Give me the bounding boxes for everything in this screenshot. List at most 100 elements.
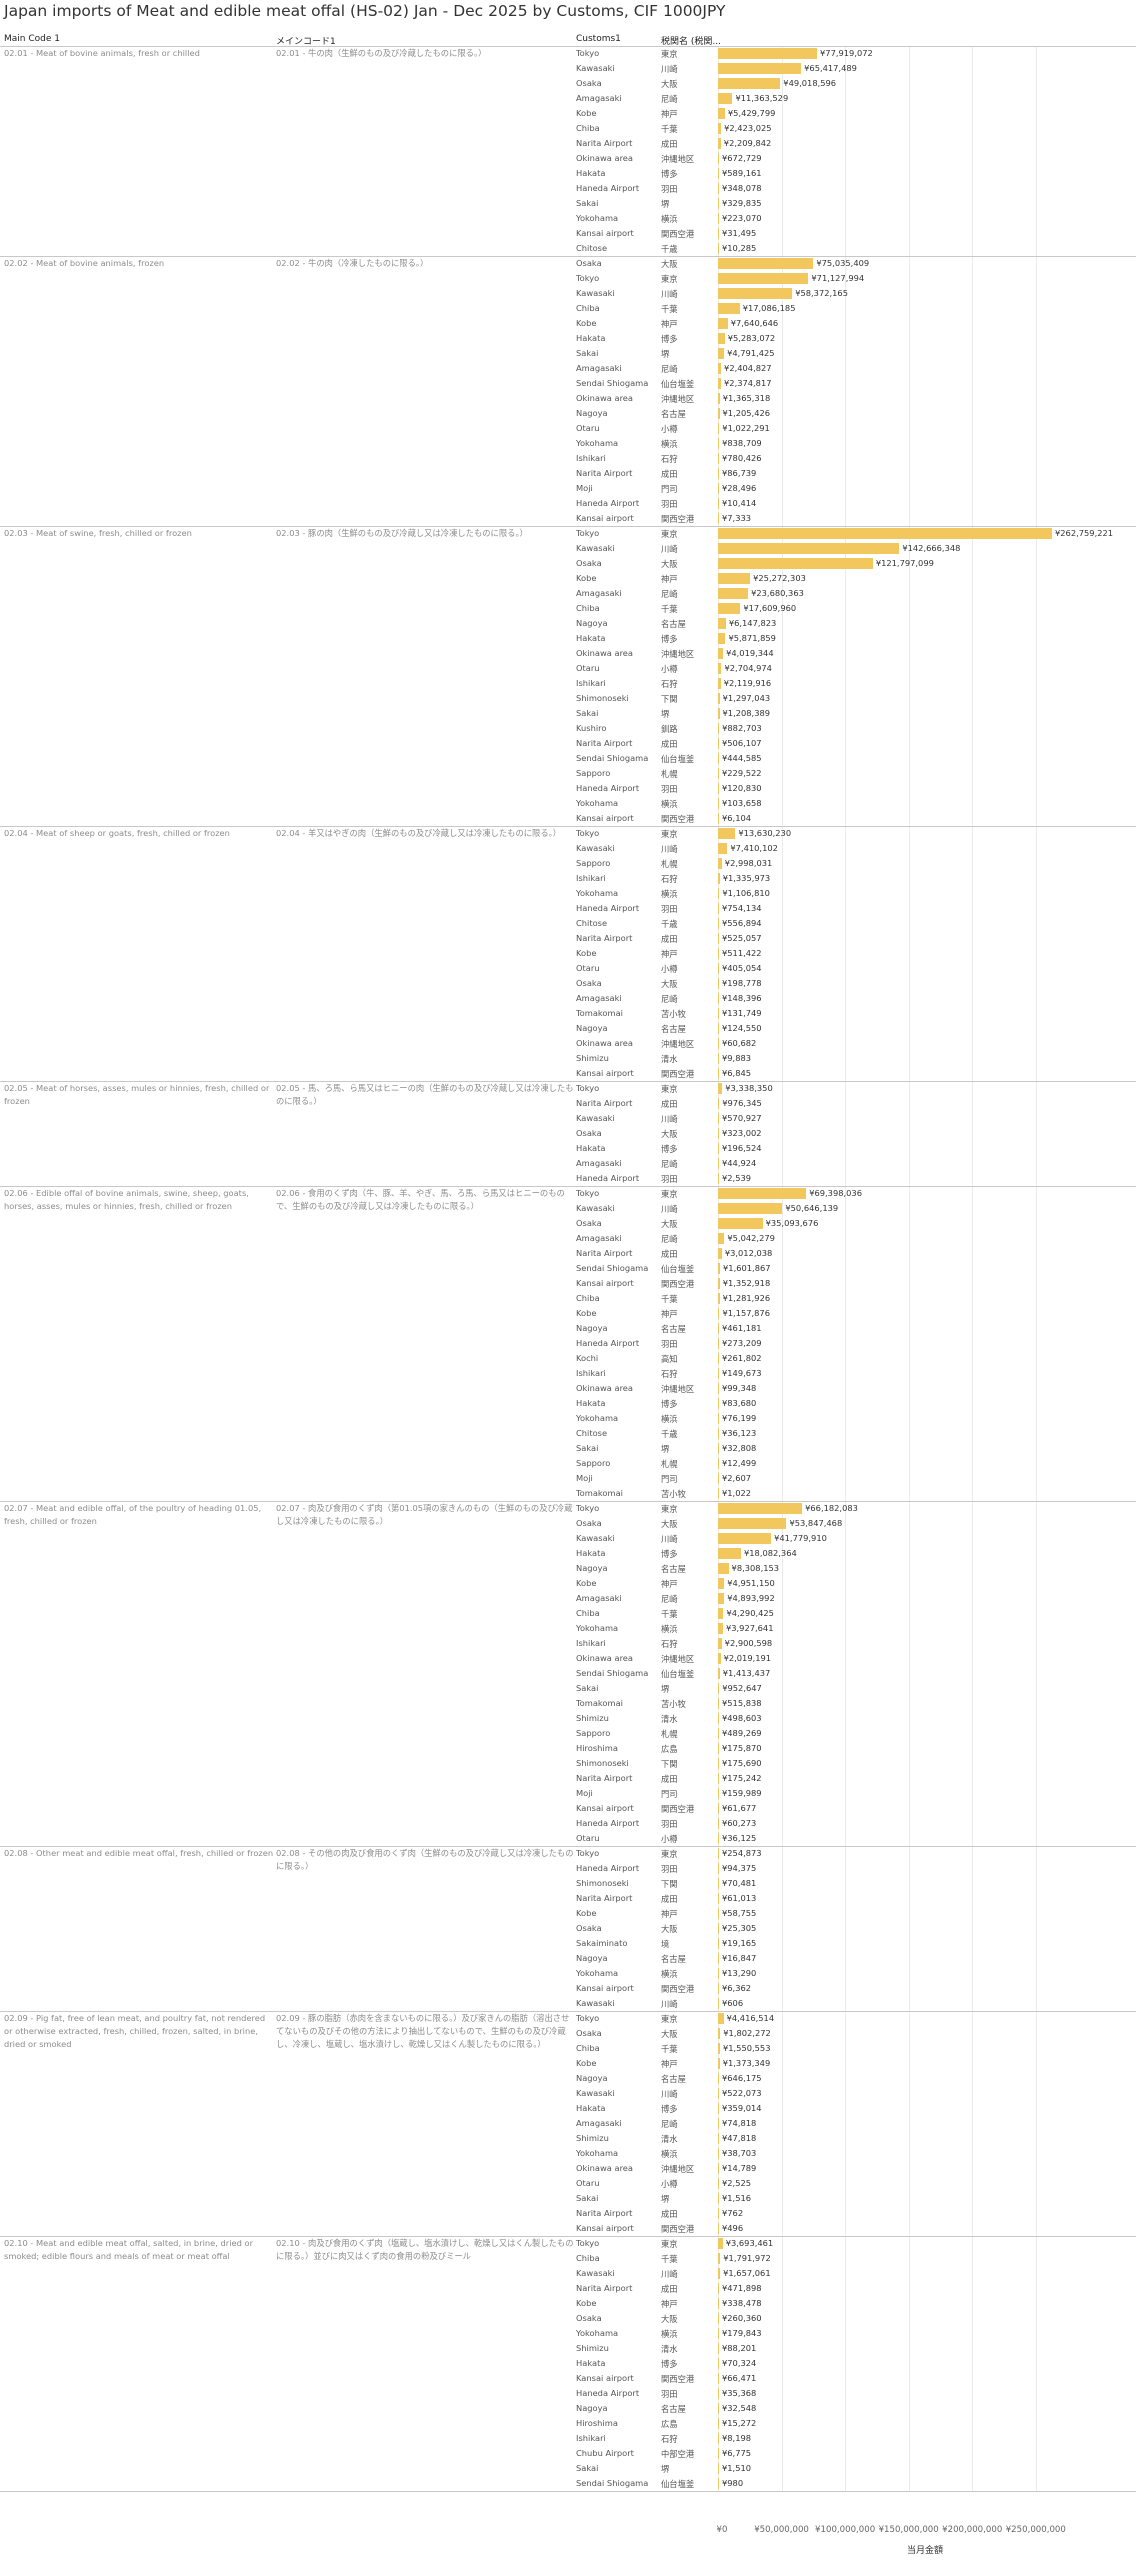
customs-name[interactable]: Osaka	[576, 1518, 602, 1528]
bar[interactable]	[718, 1203, 783, 1214]
customs-name[interactable]: Kawasaki	[576, 63, 615, 73]
customs-name[interactable]: Sakai	[576, 1683, 599, 1693]
customs-name[interactable]: Chubu Airport	[576, 2448, 634, 2458]
bar[interactable]	[718, 993, 719, 1004]
customs-name[interactable]: Kansai airport	[576, 1278, 634, 1288]
customs-name[interactable]: Narita Airport	[576, 1773, 633, 1783]
customs-name[interactable]: Otaru	[576, 423, 600, 433]
bar[interactable]	[718, 1308, 720, 1319]
customs-name[interactable]: Sakai	[576, 198, 599, 208]
customs-name[interactable]: Hakata	[576, 2358, 606, 2368]
customs-name[interactable]: Narita Airport	[576, 2283, 633, 2293]
bar[interactable]	[718, 1863, 719, 1874]
jp-code-header[interactable]: メインコード1	[276, 37, 336, 47]
bar[interactable]	[718, 168, 719, 179]
bar[interactable]	[718, 1023, 719, 1034]
bar[interactable]	[718, 1248, 722, 1259]
customs-name[interactable]: Shimonoseki	[576, 1878, 629, 1888]
customs-name[interactable]: Ishikari	[576, 873, 606, 883]
customs-name[interactable]: Okinawa area	[576, 2163, 633, 2173]
customs-name[interactable]: Osaka	[576, 78, 602, 88]
customs-name[interactable]: Sapporo	[576, 858, 611, 868]
customs-name[interactable]: Kobe	[576, 2058, 597, 2068]
customs-name[interactable]: Narita Airport	[576, 468, 633, 478]
customs-name[interactable]: Amagasaki	[576, 993, 622, 1003]
group-code-label[interactable]: 02.06 - Edible offal of bovine animals, …	[4, 1188, 249, 1211]
customs-name[interactable]: Yokohama	[576, 888, 619, 898]
customs-name[interactable]: Haneda Airport	[576, 1173, 640, 1183]
customs-name[interactable]: Tokyo	[576, 2238, 600, 2248]
bar[interactable]	[718, 1413, 719, 1424]
bar[interactable]	[718, 2343, 719, 2354]
bar[interactable]	[718, 2118, 719, 2129]
customs-name[interactable]: Okinawa area	[576, 393, 633, 403]
bar[interactable]	[718, 1743, 719, 1754]
bar[interactable]	[718, 1533, 772, 1544]
customs-name[interactable]: Haneda Airport	[576, 183, 640, 193]
bar[interactable]	[718, 528, 1052, 539]
bar[interactable]	[718, 1593, 725, 1604]
bar[interactable]	[718, 2073, 719, 2084]
customs-name[interactable]: Kawasaki	[576, 2088, 615, 2098]
bar[interactable]	[718, 453, 719, 464]
bar[interactable]	[718, 1758, 719, 1769]
customs-name[interactable]: Tomakomai	[576, 1488, 623, 1498]
bar[interactable]	[718, 798, 719, 809]
bar[interactable]	[718, 1398, 719, 1409]
customs-name[interactable]: Kansai airport	[576, 1068, 634, 1078]
customs-name[interactable]: Otaru	[576, 1833, 600, 1843]
customs-name[interactable]: Kawasaki	[576, 1113, 615, 1123]
customs-name[interactable]: Ishikari	[576, 1368, 606, 1378]
bar[interactable]	[718, 1833, 719, 1844]
bar[interactable]	[718, 783, 719, 794]
customs-name[interactable]: Amagasaki	[576, 1593, 622, 1603]
customs-name[interactable]: Moji	[576, 483, 593, 493]
group-code-label[interactable]: 02.02 - Meat of bovine animals, frozen	[4, 258, 165, 268]
bar[interactable]	[718, 438, 720, 449]
customs-name[interactable]: Kansai airport	[576, 1803, 634, 1813]
bar[interactable]	[718, 2058, 720, 2069]
bar[interactable]	[718, 543, 900, 554]
customs-name[interactable]: Tokyo	[576, 48, 600, 58]
customs-name[interactable]: Tokyo	[576, 2013, 600, 2023]
bar[interactable]	[718, 423, 720, 434]
bar[interactable]	[718, 258, 814, 269]
customs-name[interactable]: Haneda Airport	[576, 2388, 640, 2398]
customs-name[interactable]: Otaru	[576, 663, 600, 673]
bar[interactable]	[718, 2373, 719, 2384]
bar[interactable]	[718, 1368, 719, 1379]
customs-name[interactable]: Otaru	[576, 2178, 600, 2188]
customs-name[interactable]: Chiba	[576, 123, 600, 133]
customs-name[interactable]: Sapporo	[576, 1728, 611, 1738]
customs-name[interactable]: Osaka	[576, 2028, 602, 2038]
customs-name[interactable]: Osaka	[576, 1923, 602, 1933]
customs-name[interactable]: Osaka	[576, 1128, 602, 1138]
customs-name[interactable]: Nagoya	[576, 2073, 608, 2083]
bar[interactable]	[718, 2388, 719, 2399]
bar[interactable]	[718, 2253, 721, 2264]
bar[interactable]	[718, 1638, 722, 1649]
bar[interactable]	[718, 1473, 719, 1484]
bar[interactable]	[718, 948, 719, 959]
group-code-label[interactable]: 02.03 - Meat of swine, fresh, chilled or…	[4, 528, 192, 538]
customs-name[interactable]: Kawasaki	[576, 1533, 615, 1543]
customs-name[interactable]: Sendai Shiogama	[576, 378, 649, 388]
bar[interactable]	[718, 498, 719, 509]
customs-name[interactable]: Kochi	[576, 1353, 599, 1363]
customs-name[interactable]: Haneda Airport	[576, 783, 640, 793]
customs-name[interactable]: Osaka	[576, 2313, 602, 2323]
bar[interactable]	[718, 2268, 721, 2279]
bar[interactable]	[718, 813, 719, 824]
bar[interactable]	[718, 183, 719, 194]
customs-name[interactable]: Haneda Airport	[576, 1818, 640, 1828]
bar[interactable]	[718, 1263, 721, 1274]
bar[interactable]	[718, 2028, 721, 2039]
bar[interactable]	[718, 1893, 719, 1904]
bar[interactable]	[718, 318, 728, 329]
group-code-label[interactable]: 02.04 - Meat of sheep or goats, fresh, c…	[4, 828, 230, 838]
customs-name[interactable]: Okinawa area	[576, 153, 633, 163]
bar[interactable]	[718, 2193, 719, 2204]
customs-name[interactable]: Yokohama	[576, 798, 619, 808]
customs-name[interactable]: Okinawa area	[576, 1653, 633, 1663]
customs-name[interactable]: Kobe	[576, 1578, 597, 1588]
